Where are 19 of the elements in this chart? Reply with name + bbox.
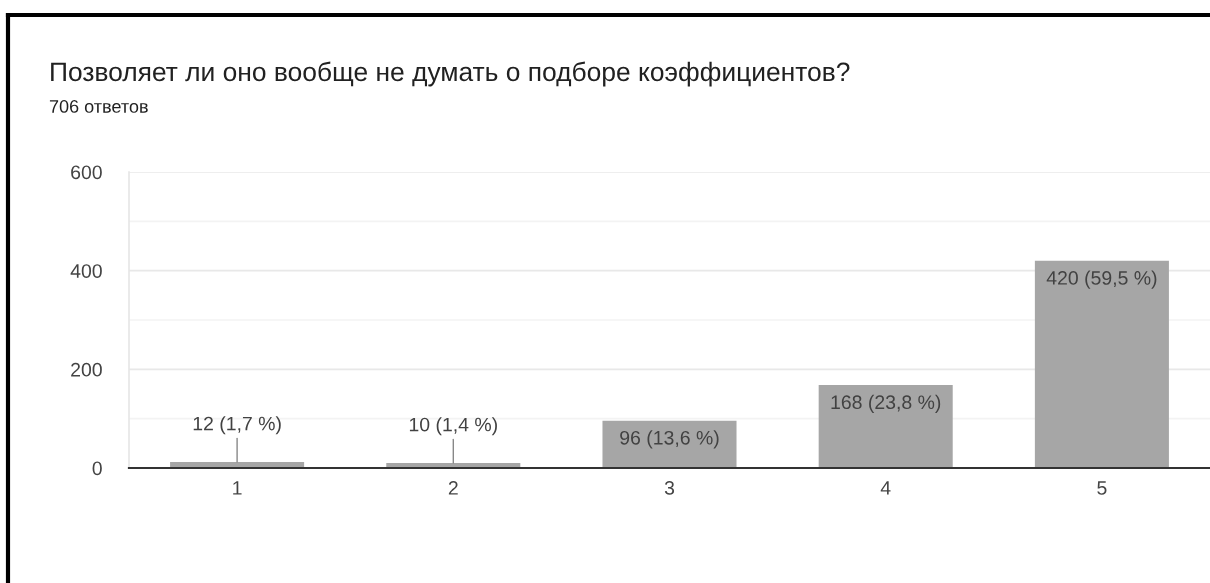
x-tick-label: 4 (880, 481, 891, 495)
x-tick-label: 5 (1097, 481, 1107, 495)
chart-title: Позволяет ли оно вообще не думать о подборе коэффициентов? (51, 61, 850, 87)
y-tick-label: 400 (70, 264, 102, 278)
data-label: 12 (1,7 %) (193, 416, 281, 435)
bar (1034, 260, 1169, 468)
data-label: 168 (23,8 %) (831, 394, 941, 413)
x-tick-label: 1 (233, 481, 242, 495)
y-tick-label: 600 (71, 165, 102, 180)
x-tick-label: 3 (664, 481, 675, 495)
chart-subtitle: 706 ответов (49, 100, 148, 113)
data-label: 10 (1,4 %) (409, 417, 497, 436)
y-tick-label: 200 (71, 362, 102, 377)
bar (818, 385, 953, 468)
data-label: 420 (59,5 %) (1046, 270, 1157, 289)
x-tick-label: 2 (448, 481, 458, 495)
data-label: 96 (13,6 %) (620, 430, 719, 449)
bar (602, 420, 737, 468)
y-tick-label: 0 (92, 461, 102, 476)
